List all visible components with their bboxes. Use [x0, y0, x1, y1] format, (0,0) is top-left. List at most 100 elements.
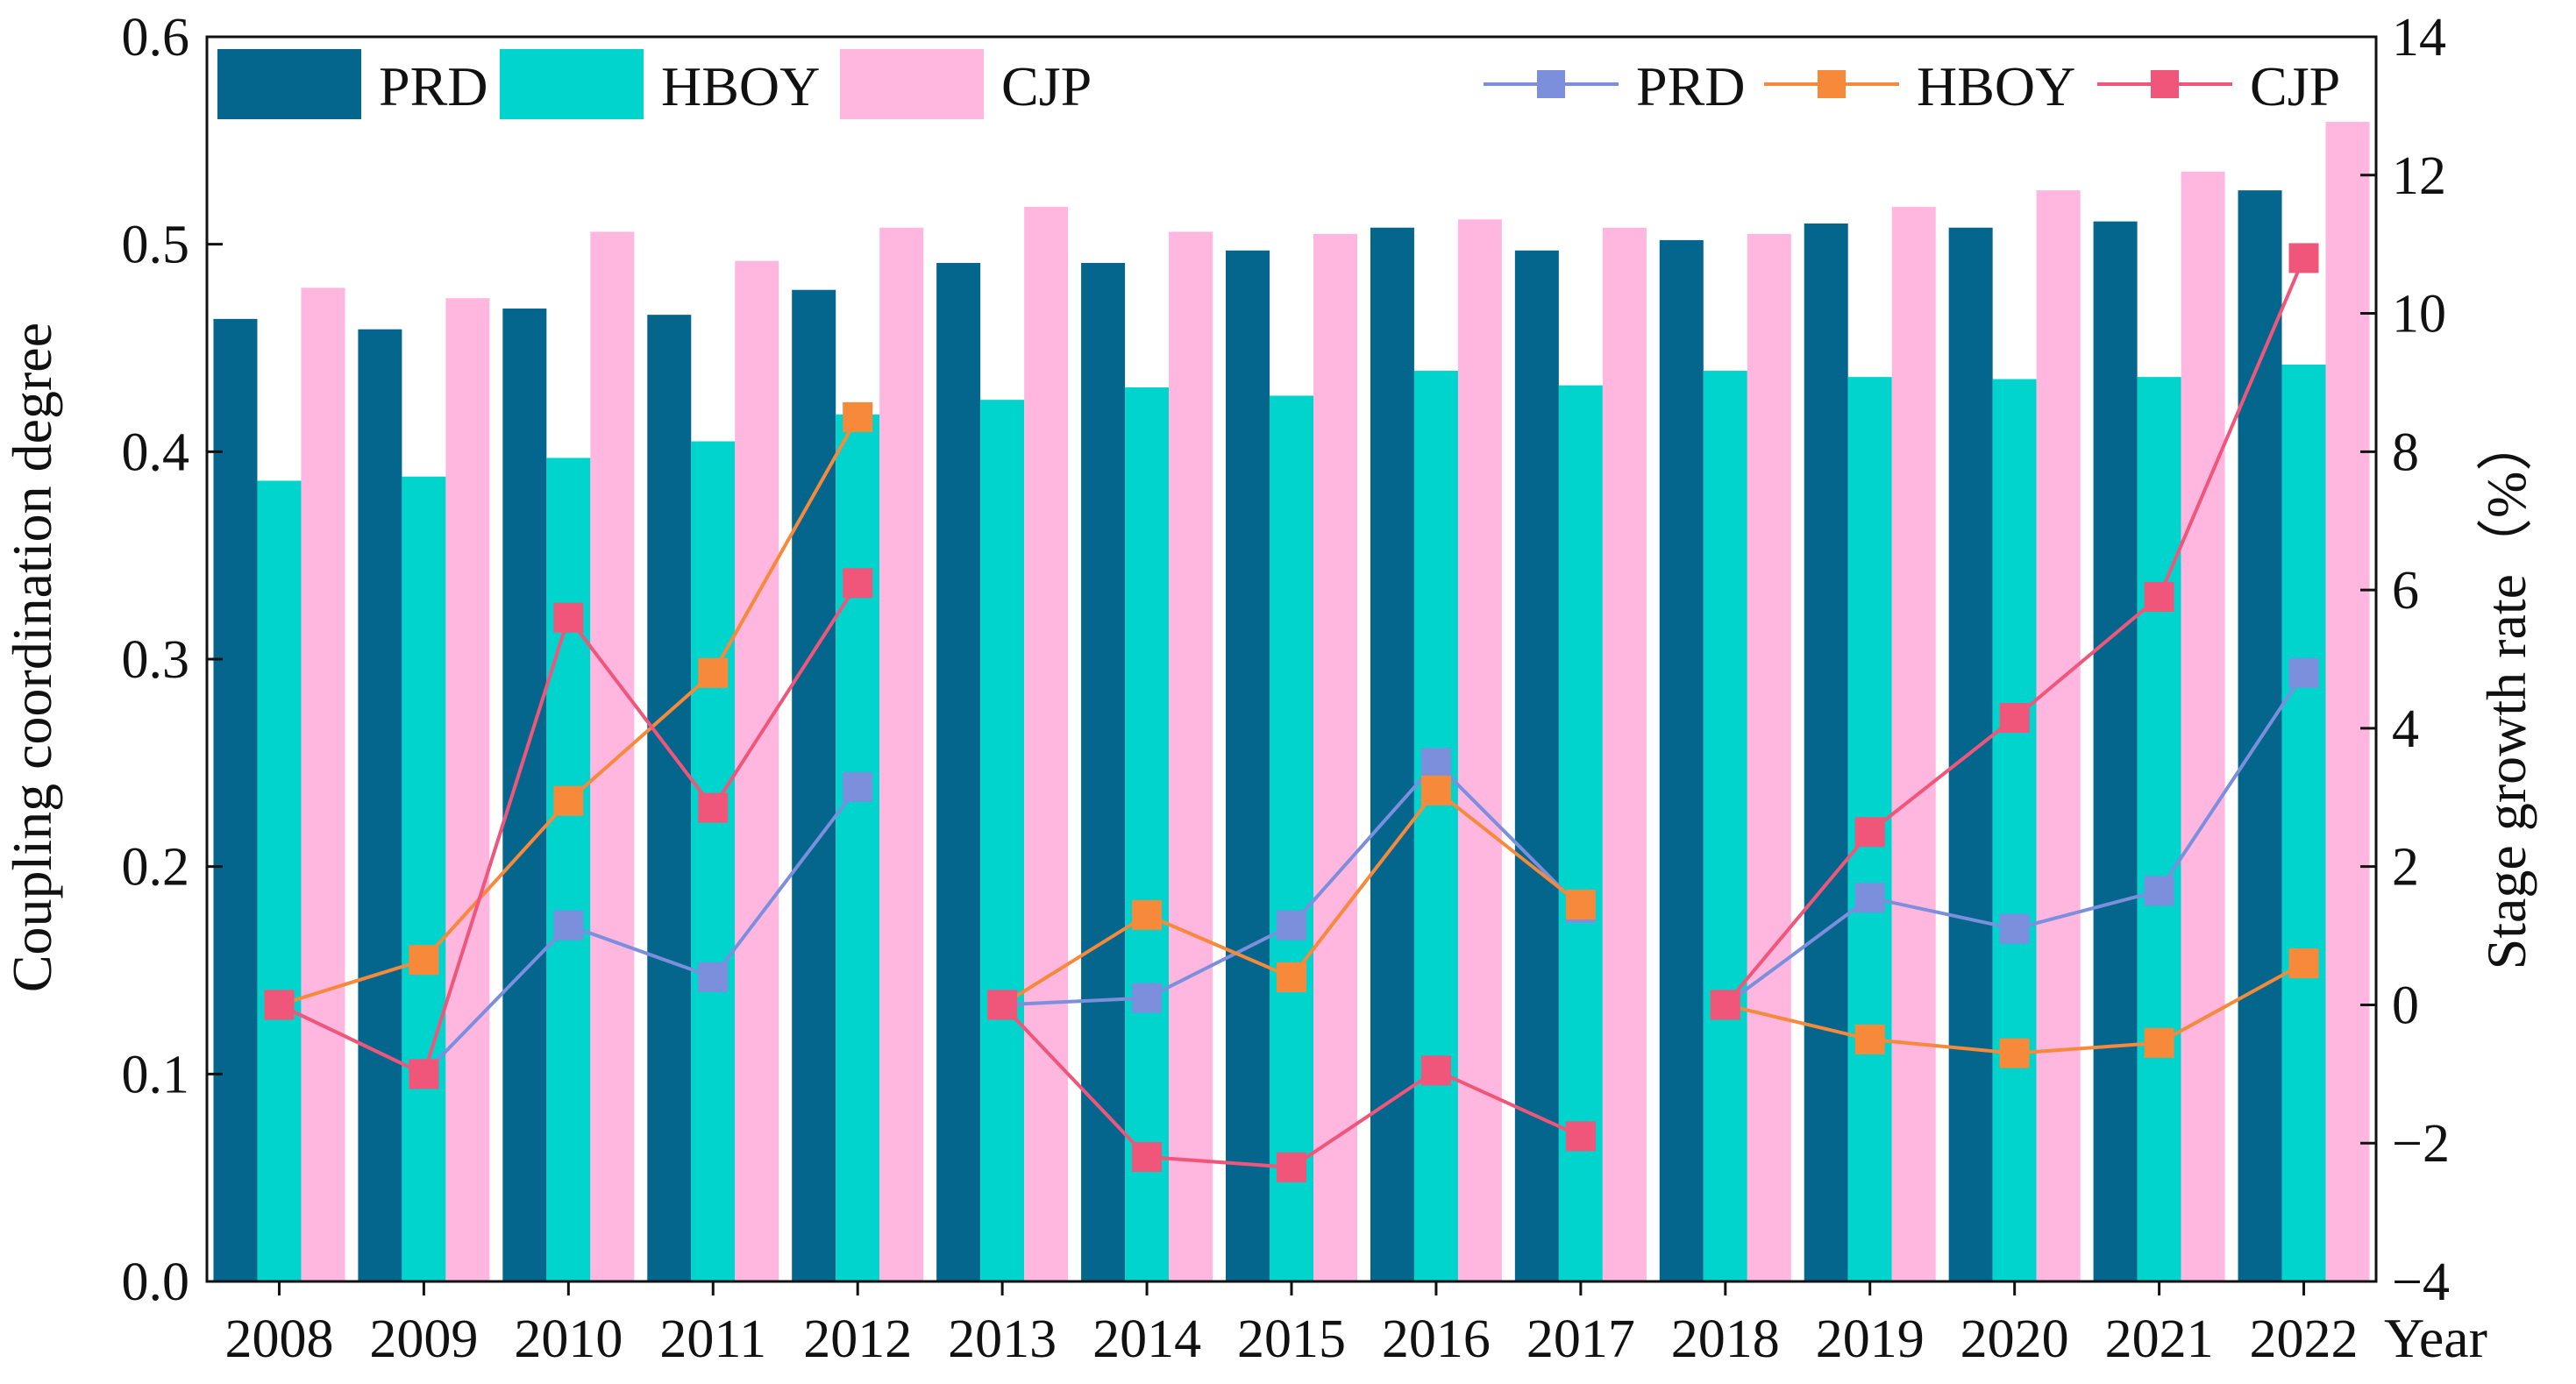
bar-cjp-2014 — [1169, 231, 1213, 1281]
x-tick-label-2016: 2016 — [1382, 1309, 1491, 1369]
point-cjp-2018 — [1710, 990, 1740, 1020]
left-tick-label-0.3: 0.3 — [122, 630, 190, 690]
legend-swatch-bar-cjp — [840, 49, 984, 119]
x-tick-label-2011: 2011 — [659, 1309, 766, 1369]
x-tick-label-2010: 2010 — [514, 1309, 623, 1369]
bar-cjp-2018 — [1747, 233, 1791, 1281]
right-tick-label-6: 8 — [2392, 422, 2419, 482]
bar-cjp-2017 — [1602, 227, 1647, 1281]
bar-hboy-2013 — [980, 400, 1025, 1282]
bar-cjp-2009 — [445, 298, 490, 1282]
left-tick-label-0.6: 0.6 — [122, 8, 190, 67]
point-cjp-2017 — [1565, 1121, 1596, 1152]
x-axis: 2008 2009 2010 2011 2012 2013 2014 2015 2016 2017… — [224, 1281, 2359, 1369]
point-hboy-2014 — [1132, 899, 1163, 930]
point-cjp-2013 — [987, 990, 1018, 1020]
legend-label-line-hboy: HBOY — [1917, 55, 2075, 117]
point-hboy-2012 — [843, 401, 873, 432]
right-tick-label-0: −4 — [2392, 1253, 2450, 1312]
point-hboy-2016 — [1420, 775, 1451, 806]
right-tick-label-9: 14 — [2392, 8, 2446, 67]
right-tick-label-1: −2 — [2392, 1114, 2450, 1174]
right-tick-label-4: 4 — [2392, 699, 2419, 759]
x-tick-label-2008: 2008 — [224, 1309, 333, 1369]
bar-hboy-2008 — [257, 480, 302, 1281]
point-prd-2011 — [698, 962, 729, 992]
x-tick-label-2021: 2021 — [2105, 1309, 2214, 1369]
point-hboy-2011 — [698, 657, 729, 688]
point-hboy-2019 — [1854, 1024, 1885, 1054]
y-axis-title-right: Stage growth rate（%） — [2475, 415, 2537, 970]
point-cjp-2015 — [1277, 1152, 1306, 1182]
point-cjp-2012 — [843, 568, 873, 599]
bar-prd-2021 — [2093, 221, 2138, 1282]
bar-hboy-2009 — [402, 476, 446, 1281]
legend-label-line-cjp: CJP — [2250, 55, 2340, 117]
bar-hboy-2016 — [1413, 371, 1458, 1281]
legend: PRD HBOY CJP PRD HBOY CJP — [217, 49, 2340, 119]
point-prd-2010 — [553, 910, 584, 940]
point-cjp-2016 — [1420, 1055, 1451, 1086]
bar-cjp-2008 — [301, 287, 345, 1281]
bar-hboy-2015 — [1270, 395, 1313, 1281]
left-y-axis: 0.0 0.1 0.2 0.3 0.4 0.5 0.6 — [122, 8, 223, 1312]
x-tick-label-2009: 2009 — [369, 1309, 478, 1369]
point-prd-2022 — [2288, 657, 2319, 688]
x-tick-label-2014: 2014 — [1092, 1309, 1201, 1369]
bar-cjp-2010 — [590, 231, 635, 1281]
legend-marker-cjp — [2151, 70, 2179, 98]
bar-hboy-2018 — [1703, 371, 1747, 1281]
x-tick-label-2013: 2013 — [948, 1309, 1057, 1369]
legend-label-bar-hboy: HBOY — [661, 55, 820, 117]
point-cjp-2014 — [1132, 1142, 1163, 1172]
bar-prd-2012 — [792, 289, 836, 1281]
right-tick-label-3: 2 — [2392, 838, 2419, 898]
right-tick-label-8: 12 — [2392, 146, 2446, 206]
left-tick-label-0.1: 0.1 — [122, 1045, 190, 1104]
bar-cjp-2012 — [879, 227, 924, 1281]
bar-hboy-2012 — [836, 414, 880, 1281]
x-tick-label-2019: 2019 — [1816, 1309, 1925, 1369]
lines-layer — [264, 243, 2319, 1182]
point-prd-2016 — [1420, 748, 1451, 778]
bar-prd-2018 — [1659, 239, 1704, 1281]
point-hboy-2009 — [409, 945, 439, 976]
bar-hboy-2011 — [691, 441, 736, 1281]
point-hboy-2015 — [1277, 962, 1306, 992]
x-tick-label-2022: 2022 — [2250, 1309, 2359, 1369]
bar-prd-2008 — [213, 318, 258, 1281]
bar-cjp-2015 — [1313, 233, 1357, 1281]
point-prd-2021 — [2144, 876, 2174, 906]
right-y-axis: −4 −2 0 2 4 6 8 10 12 14 — [2360, 8, 2450, 1312]
legend-label-line-prd: PRD — [1636, 55, 1746, 117]
left-tick-label-0.0: 0.0 — [122, 1253, 190, 1312]
point-hboy-2021 — [2144, 1027, 2174, 1058]
bar-cjp-2013 — [1024, 207, 1069, 1282]
bar-cjp-2021 — [2181, 171, 2225, 1281]
legend-label-bar-cjp: CJP — [1001, 55, 1092, 117]
legend-marker-prd — [1537, 70, 1565, 98]
bar-prd-2016 — [1370, 227, 1414, 1281]
x-tick-label-2018: 2018 — [1671, 1309, 1780, 1369]
point-cjp-2011 — [698, 792, 729, 823]
legend-swatch-bar-prd — [217, 49, 361, 119]
bar-cjp-2019 — [1891, 207, 1936, 1282]
point-prd-2015 — [1277, 910, 1306, 940]
point-cjp-2021 — [2144, 582, 2174, 612]
right-tick-label-5: 6 — [2392, 561, 2419, 621]
bar-hboy-2020 — [1992, 379, 2037, 1281]
point-cjp-2022 — [2288, 243, 2319, 273]
point-prd-2014 — [1132, 983, 1163, 1013]
point-prd-2020 — [1999, 913, 2030, 944]
bar-hboy-2010 — [546, 458, 591, 1281]
point-prd-2012 — [843, 771, 873, 802]
point-cjp-2008 — [264, 990, 295, 1020]
left-tick-label-0.5: 0.5 — [122, 216, 190, 275]
bar-cjp-2022 — [2325, 122, 2370, 1282]
x-tick-label-2017: 2017 — [1526, 1309, 1635, 1369]
bar-prd-2015 — [1226, 250, 1270, 1282]
x-tick-label-2012: 2012 — [803, 1309, 912, 1369]
bar-hboy-2014 — [1125, 387, 1170, 1281]
left-tick-label-0.4: 0.4 — [122, 422, 190, 482]
